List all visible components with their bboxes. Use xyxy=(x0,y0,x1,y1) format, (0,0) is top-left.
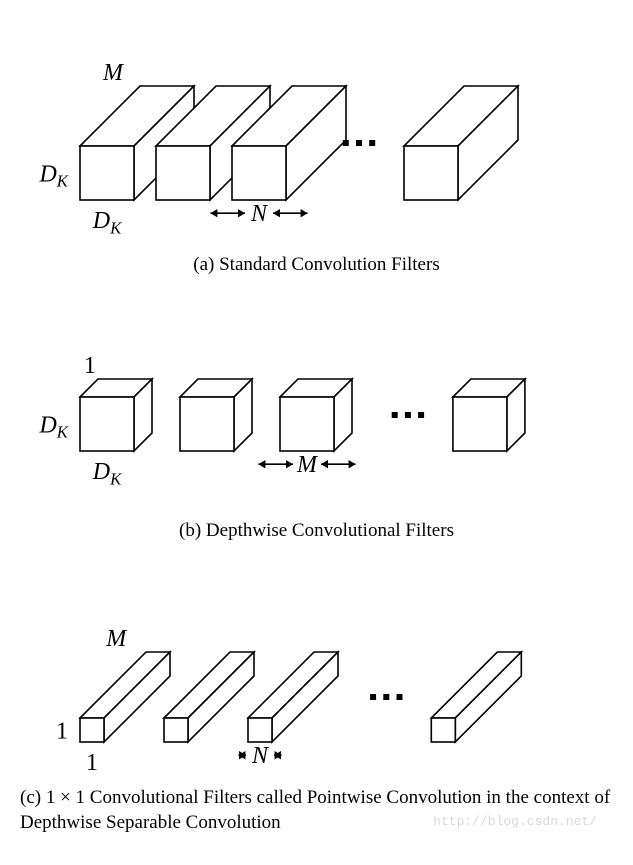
panel-a-boxes xyxy=(80,86,518,200)
panel-b-caption: (b) Depthwise Convolutional Filters xyxy=(20,520,613,542)
svg-text:DK: DK xyxy=(92,459,122,488)
figure-container: MDKDKN (a) Standard Convolution Filters … xyxy=(20,20,613,835)
svg-text:M: M xyxy=(102,60,125,86)
panel-b-boxes xyxy=(80,379,525,451)
svg-text:N: N xyxy=(251,743,270,769)
svg-text:DK: DK xyxy=(38,161,68,190)
panel-b-svg: 1 DK DK M xyxy=(20,316,613,506)
svg-text:DK: DK xyxy=(92,208,122,237)
panel-a-svg: M DK DK N xyxy=(20,20,613,240)
panel-c: M11N (c) 1 × 1 Convolutional Filters cal… xyxy=(20,582,613,835)
svg-text:1: 1 xyxy=(84,353,96,379)
panel-c-svg: M 11 N xyxy=(20,582,613,772)
panel-b: 1 DK DK M (b) Depthwise Convolutional Filte… xyxy=(20,316,613,542)
watermark: http://blog.csdn.net/ xyxy=(433,814,597,829)
panel-c-boxes xyxy=(80,652,521,742)
svg-text:N: N xyxy=(250,201,269,227)
svg-text:1: 1 xyxy=(86,750,98,772)
svg-text:DK: DK xyxy=(38,412,68,441)
panel-c-labels: M 11 N xyxy=(56,626,282,772)
svg-text:M: M xyxy=(296,452,319,478)
panel-a-caption: (a) Standard Convolution Filters xyxy=(20,254,613,276)
svg-text:1: 1 xyxy=(56,718,68,744)
panel-a: M DK DK N (a) Standard Convolution Filters xyxy=(20,20,613,276)
svg-text:M: M xyxy=(105,626,128,652)
